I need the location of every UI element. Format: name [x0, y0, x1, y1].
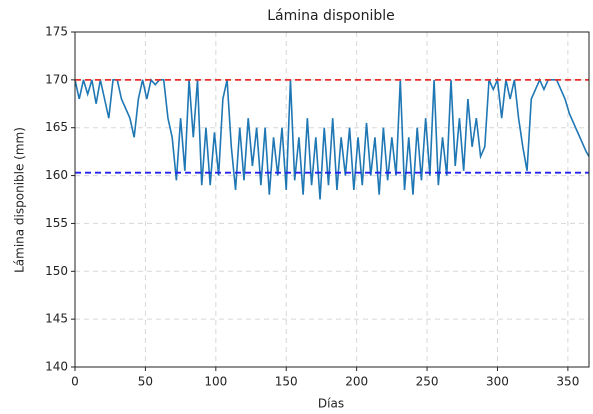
x-axis-label: Días: [318, 397, 344, 411]
y-tick-label: 170: [45, 72, 68, 86]
data-line: [74, 76, 590, 200]
chart-title: Lámina disponible: [267, 8, 394, 24]
y-tick-label: 145: [45, 312, 68, 326]
x-tick-label: 0: [71, 375, 79, 389]
y-axis-label: Lámina disponible (mm): [13, 127, 27, 273]
x-tick-label: 300: [486, 375, 509, 389]
plot-frame: [74, 31, 590, 368]
y-tick-label: 155: [45, 216, 68, 230]
x-tick-label: 350: [556, 375, 579, 389]
y-tick-label: 140: [45, 360, 68, 374]
y-tick-label: 165: [45, 120, 68, 134]
x-tick-label: 150: [275, 375, 298, 389]
x-tick-label: 50: [138, 375, 153, 389]
x-tick-label: 250: [416, 375, 439, 389]
x-tick-label: 100: [204, 375, 227, 389]
y-tick-label: 160: [45, 168, 68, 182]
y-tick-label: 175: [45, 25, 68, 39]
y-tick-label: 150: [45, 264, 68, 278]
x-tick-label: 200: [345, 375, 368, 389]
